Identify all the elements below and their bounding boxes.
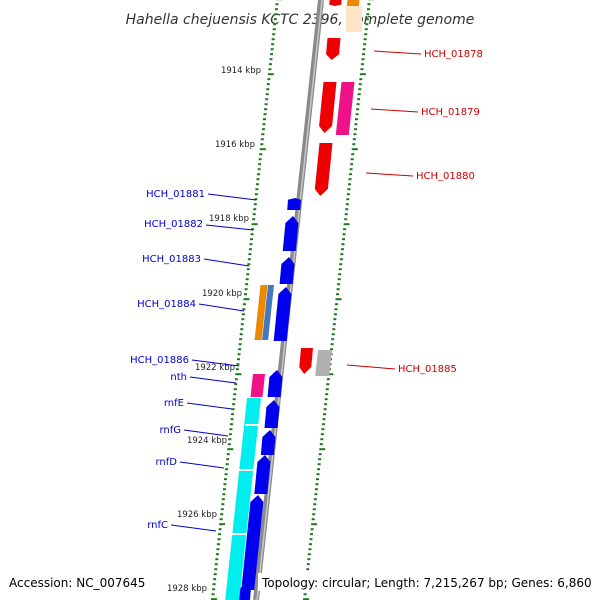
gene-arrow-steel — [262, 285, 274, 340]
leader-line-left — [183, 429, 229, 437]
gene-arrow-next — [236, 586, 251, 600]
gene-arrow-orange — [346, 0, 360, 6]
gene-label-rnfc[interactable]: rnfC — [147, 520, 168, 531]
leader-line-left — [186, 402, 233, 410]
leader-line-right — [370, 108, 419, 113]
forward-strand-genes — [225, 198, 301, 600]
gene-label-hch-01884[interactable]: HCH_01884 — [137, 299, 196, 310]
topology-text: Topology: circular; Length: 7,215,267 bp… — [261, 576, 592, 590]
scale-label-1928: 1928 kbp — [167, 584, 207, 594]
gene-label-hch-01878[interactable]: HCH_01878 — [424, 49, 483, 60]
gene-label-hch-01882[interactable]: HCH_01882 — [144, 219, 203, 230]
gene-arrow-hch-01882 — [282, 216, 299, 251]
leader-line-left — [198, 303, 245, 312]
gene-arrow-magenta — [250, 374, 265, 397]
gene-arrow-hch-01883 — [279, 257, 295, 284]
leader-line-left — [189, 376, 237, 384]
gene-label-nth[interactable]: nth — [170, 372, 187, 383]
left-gene-labels: HCH_01881 HCH_01882 HCH_01883 HCH_01884 … — [130, 189, 205, 531]
leader-line-left — [170, 524, 217, 532]
leader-line-right — [373, 50, 422, 55]
gene-arrow-hch-01878 — [326, 38, 341, 60]
leader-line-left — [207, 193, 257, 201]
scale-label-1914: 1914 kbp — [221, 66, 261, 76]
gene-arrow-rnfd — [254, 455, 271, 494]
gene-arrow-hch-01880 — [314, 143, 333, 196]
gene-shadow-peach — [346, 6, 362, 32]
footer-right-bg — [258, 573, 594, 591]
gene-arrow-nth — [267, 370, 283, 397]
gene-label-hch-01885[interactable]: HCH_01885 — [398, 364, 457, 375]
gene-arrow-rnfg — [260, 430, 276, 455]
gene-arrow-rnfc — [241, 495, 264, 590]
scale-label-1922: 1922 kbp — [195, 363, 235, 373]
gene-arrow-hch-01885 — [299, 348, 313, 374]
leader-line-left — [205, 224, 254, 231]
left-scale-track — [211, 0, 282, 600]
right-scale-track — [303, 0, 374, 600]
gene-label-rnfd[interactable]: rnfD — [156, 457, 178, 468]
right-gene-labels: HCH_01878 HCH_01879 HCH_01880 HCH_01885 — [398, 49, 483, 375]
scale-label-1918: 1918 kbp — [209, 214, 249, 224]
gene-arrow-hch-01881 — [287, 198, 301, 210]
leader-line-right — [365, 172, 414, 177]
leader-line-left — [203, 258, 250, 267]
accession-text: Accession: NC_007645 — [9, 576, 145, 590]
leader-line-left — [191, 359, 240, 367]
scale-label-1926: 1926 kbp — [177, 510, 217, 520]
gene-label-hch-01883[interactable]: HCH_01883 — [142, 254, 201, 265]
gene-arrow-hch-01879b — [335, 82, 355, 135]
label-leader-lines — [170, 50, 422, 532]
gene-label-hch-01881[interactable]: HCH_01881 — [146, 189, 205, 200]
leader-line-left — [179, 461, 225, 469]
gene-arrow-hch-01879 — [319, 82, 337, 133]
gene-arrow-rnfe — [264, 400, 280, 428]
gene-label-hch-01879[interactable]: HCH_01879 — [421, 107, 480, 118]
footer-left-bg — [4, 573, 150, 591]
scale-label-1920: 1920 kbp — [202, 289, 242, 299]
scale-labels: 1914 kbp 1916 kbp 1918 kbp 1920 kbp 1922… — [167, 66, 261, 594]
gene-arrow-gray — [315, 350, 332, 376]
leader-line-right — [346, 364, 396, 370]
map-title: Hahella chejuensis KCTC 2396, complete g… — [126, 12, 475, 28]
gene-arrow-orange-b — [254, 285, 268, 340]
gene-arrow-hch-01884 — [273, 287, 292, 341]
gene-label-hch-01886[interactable]: HCH_01886 — [130, 355, 189, 366]
reverse-strand-genes — [299, 0, 362, 376]
gene-arrow-reverse — [329, 0, 342, 6]
gene-label-rnfe[interactable]: rnfE — [164, 398, 184, 409]
scale-label-1924: 1924 kbp — [187, 436, 227, 446]
scale-label-1916: 1916 kbp — [215, 140, 255, 150]
gene-arrow-cyan — [225, 398, 261, 600]
gene-label-rnfg[interactable]: rnfG — [159, 425, 181, 436]
gene-label-hch-01880[interactable]: HCH_01880 — [416, 171, 475, 182]
